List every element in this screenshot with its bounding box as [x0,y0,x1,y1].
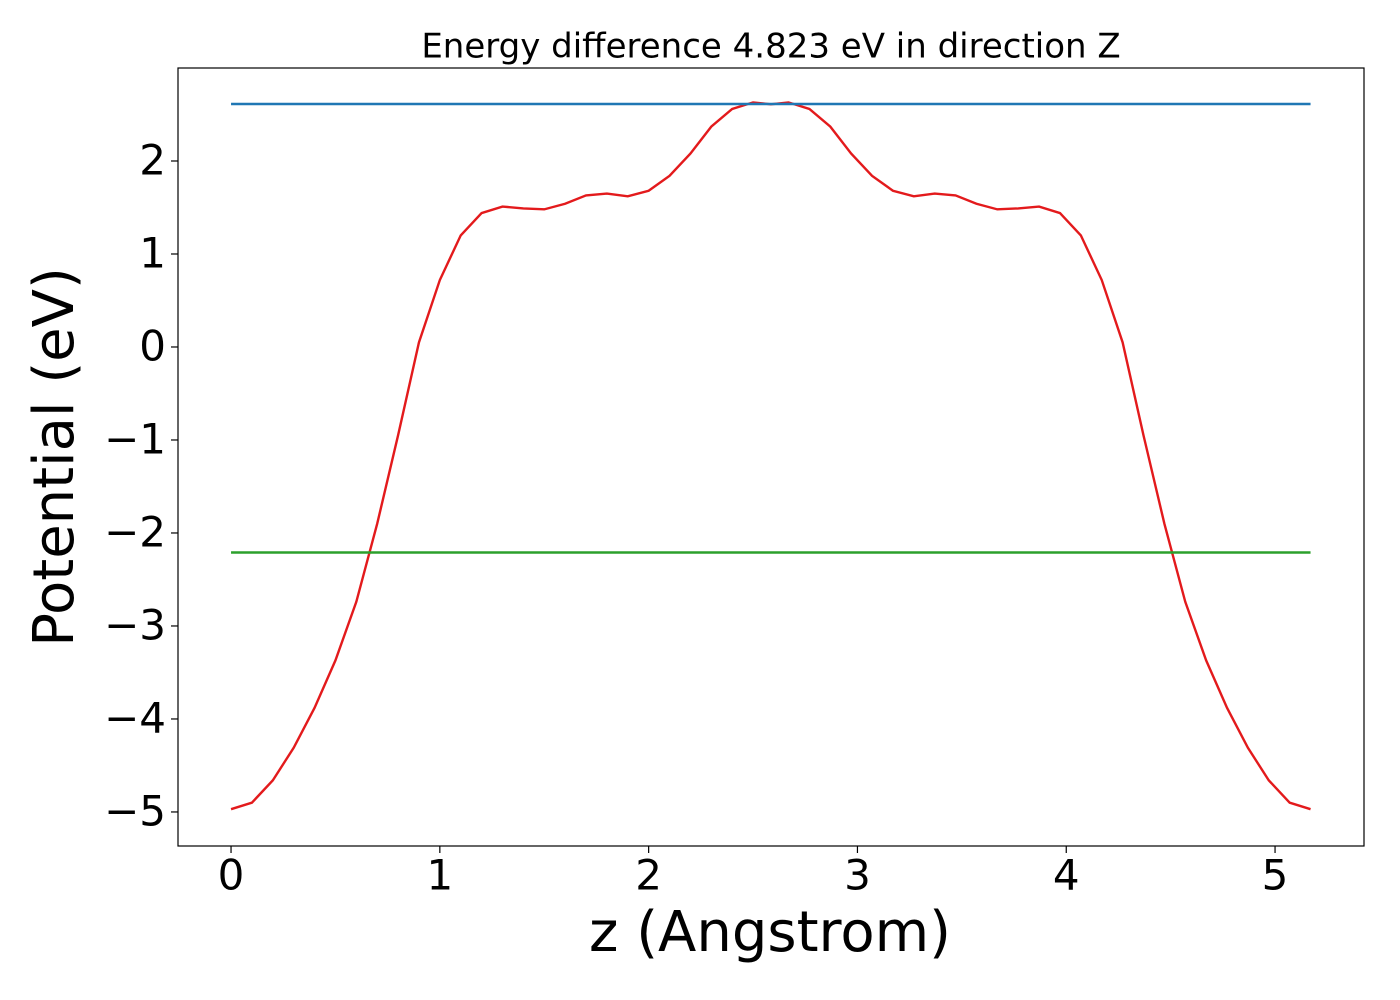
x-tick-label: 2 [635,851,662,900]
x-axis-label: z (Angstrom) [589,900,951,965]
y-axis-label: Potential (eV) [22,267,87,647]
x-tick-label: 0 [218,851,245,900]
chart-title: Energy difference 4.823 eV in direction … [421,27,1120,67]
plot-frame [177,67,1365,847]
x-tick-label: 4 [1053,851,1080,900]
y-tick-label: −1 [104,414,166,463]
x-tick-label: 1 [426,851,453,900]
y-tick-label: −3 [104,600,166,649]
x-tick-label: 5 [1262,851,1289,900]
y-tick-label: −4 [104,693,166,742]
y-tick-label: 2 [139,135,166,184]
y-tick-label: 0 [139,321,166,370]
x-tick-label: 3 [844,851,871,900]
y-tick-label: −2 [104,507,166,556]
y-tick-label: −5 [104,786,166,835]
y-tick-label: 1 [139,228,166,277]
